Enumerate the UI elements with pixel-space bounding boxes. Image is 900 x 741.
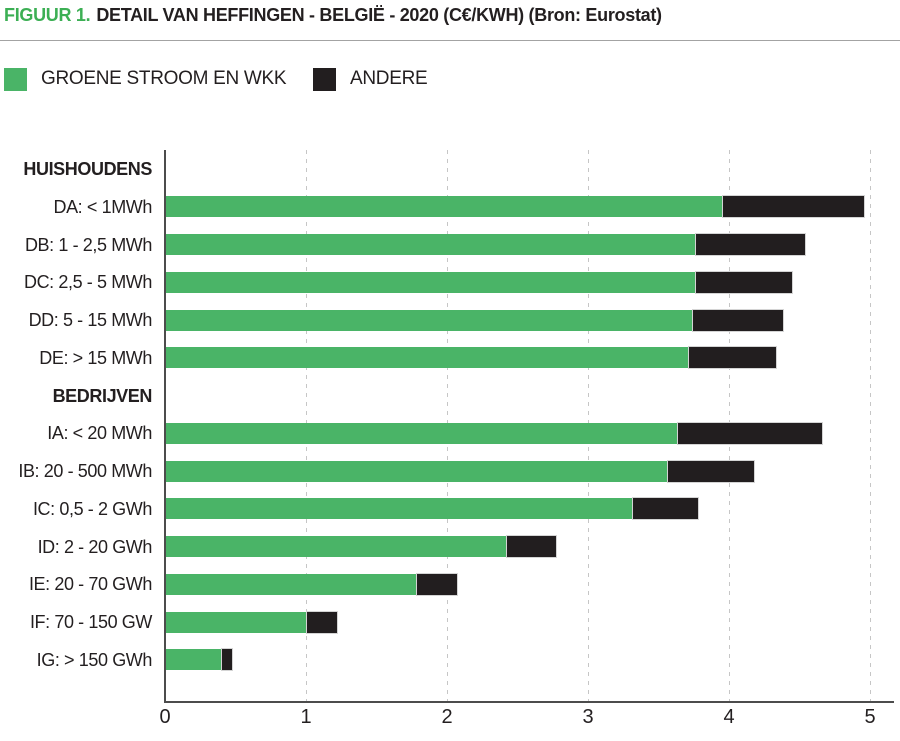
bar-segment-andere [696, 234, 805, 255]
bar-segment-andere [693, 309, 784, 331]
x-axis-line [164, 701, 894, 703]
bar-segment-andere [689, 347, 777, 369]
bar-row [166, 573, 457, 595]
figure-number: FIGUUR 1. [4, 5, 91, 25]
x-tick-label-3: 3 [582, 706, 594, 728]
bar-segment-groene-stroom [166, 649, 223, 671]
category-label: DE: > 15 MWh [39, 347, 152, 368]
bar-segment-groene-stroom [166, 460, 668, 482]
bar-row [166, 422, 822, 444]
bar-segment-andere [696, 271, 793, 293]
bar-segment-groene-stroom [166, 309, 694, 331]
category-label: IF: 70 - 150 GW [29, 612, 152, 632]
category-label: IC: 0,5 - 2 GWh [32, 498, 152, 519]
bar-row [166, 196, 864, 218]
y-axis-line [164, 150, 166, 703]
bar-row [166, 234, 805, 255]
bar-row [166, 498, 698, 520]
x-tick-label-4: 4 [723, 706, 735, 728]
legend-item-groene-stroom: GROENE STROOM EN WKK [4, 67, 287, 91]
legend-swatch-black [313, 67, 336, 91]
bar-segment-andere [723, 196, 864, 218]
bar-row [166, 649, 233, 671]
x-tick-label-1: 1 [300, 706, 312, 728]
bar-segment-andere [307, 611, 337, 633]
category-label: DA: < 1MWh [53, 196, 152, 217]
bar-row [166, 347, 777, 369]
bar-segment-andere [417, 573, 457, 595]
group-header: HUISHOUDENS [23, 159, 152, 179]
gridline-x-5 [870, 150, 871, 701]
bar-row [166, 536, 557, 557]
legend-swatch-green [4, 67, 27, 91]
category-label: DC: 2,5 - 5 MWh [23, 272, 152, 293]
bar-row [166, 271, 793, 293]
title-divider [0, 40, 900, 41]
group-header: BEDRIJVEN [52, 385, 153, 406]
bar-segment-groene-stroom [166, 196, 723, 218]
x-tick-label-2: 2 [441, 706, 453, 728]
x-tick-label-5: 5 [864, 706, 876, 728]
bar-row [166, 611, 337, 633]
bar-segment-groene-stroom [166, 422, 678, 444]
legend-label-groene-stroom: GROENE STROOM EN WKK [41, 68, 287, 89]
category-label: IB: 20 - 500 MWh [18, 461, 152, 481]
bar-segment-andere [507, 536, 557, 557]
figure-title-text: DETAIL VAN HEFFINGEN - BELGIË - 2020 (C€… [96, 5, 662, 25]
bar-row [166, 309, 784, 331]
bar-segment-andere [222, 649, 233, 671]
legend-label-andere: ANDERE [350, 68, 428, 89]
figure-title: FIGUUR 1. DETAIL VAN HEFFINGEN - BELGIË -… [4, 5, 662, 26]
bar-row [166, 460, 754, 482]
bar-segment-andere [677, 422, 822, 444]
legend-item-andere: ANDERE [313, 67, 428, 91]
category-label: IG: > 150 GWh [36, 649, 153, 670]
category-label: IA: < 20 MWh [47, 423, 152, 444]
bar-segment-groene-stroom [166, 347, 690, 369]
bar-segment-groene-stroom [166, 536, 508, 557]
bar-segment-groene-stroom [166, 271, 697, 293]
category-label: DD: 5 - 15 MWh [28, 310, 153, 330]
bar-segment-groene-stroom [166, 573, 417, 595]
bar-segment-groene-stroom [166, 498, 633, 520]
bar-segment-andere [632, 498, 698, 520]
bar-segment-groene-stroom [166, 611, 307, 633]
category-label: IE: 20 - 70 GWh [28, 574, 152, 595]
bar-segment-andere [668, 460, 754, 482]
category-label: DB: 1 - 2,5 MWh [24, 234, 152, 255]
category-label: ID: 2 - 20 GWh [37, 536, 153, 557]
bar-segment-groene-stroom [166, 234, 697, 255]
x-tick-label-0: 0 [159, 706, 171, 728]
